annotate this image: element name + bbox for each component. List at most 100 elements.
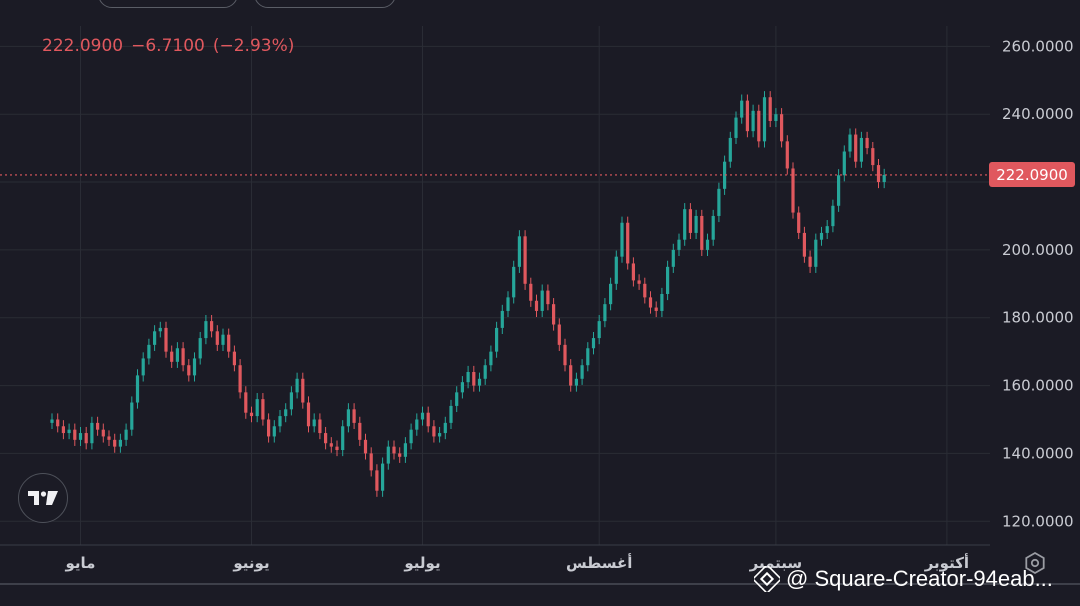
candle bbox=[785, 135, 789, 175]
candle bbox=[312, 413, 316, 433]
settings-hexagon-icon bbox=[1025, 551, 1045, 575]
watermark-text: @ Square-Creator-94eab... bbox=[786, 566, 1053, 591]
candle-body bbox=[597, 321, 601, 339]
candle-body bbox=[591, 338, 596, 349]
candle-body bbox=[466, 372, 470, 383]
candle-body bbox=[546, 290, 550, 305]
candle bbox=[762, 91, 767, 148]
month-tick-label: مايو bbox=[65, 554, 96, 572]
candle bbox=[648, 291, 653, 314]
candle-body bbox=[751, 110, 755, 132]
candle-body bbox=[267, 419, 271, 437]
candle bbox=[643, 277, 647, 304]
candle bbox=[84, 426, 88, 450]
candle-body bbox=[204, 321, 208, 339]
candle bbox=[728, 131, 732, 168]
candle bbox=[871, 142, 875, 172]
candle bbox=[591, 331, 596, 355]
candle bbox=[56, 413, 60, 433]
month-tick-label: يوليو bbox=[403, 554, 440, 572]
candle bbox=[683, 203, 687, 246]
candle-body bbox=[785, 141, 789, 169]
price-tick-label: 260.0000 bbox=[1002, 37, 1074, 55]
candle-body bbox=[768, 97, 772, 121]
candle-body bbox=[757, 110, 761, 142]
candle-body bbox=[295, 378, 299, 393]
candle-body bbox=[814, 239, 818, 267]
candle bbox=[113, 433, 117, 453]
chart-settings-button[interactable] bbox=[1022, 550, 1048, 576]
candle bbox=[688, 203, 692, 240]
candle-body bbox=[130, 402, 134, 430]
price-series bbox=[50, 91, 886, 497]
candle bbox=[363, 433, 368, 460]
indicator-tab[interactable] bbox=[254, 0, 396, 8]
candle bbox=[289, 386, 293, 416]
candle bbox=[865, 131, 869, 155]
candle-body bbox=[745, 100, 749, 132]
candle-body bbox=[876, 165, 881, 183]
candle bbox=[711, 209, 715, 246]
candle bbox=[238, 359, 242, 399]
candle-body bbox=[723, 161, 727, 189]
candle bbox=[346, 403, 350, 433]
candle bbox=[306, 396, 311, 433]
month-tick-label: أغسطس bbox=[566, 553, 632, 572]
candle bbox=[495, 321, 499, 358]
candle bbox=[398, 447, 402, 463]
candle-body bbox=[500, 310, 504, 328]
candle bbox=[409, 423, 413, 450]
candle bbox=[227, 328, 231, 358]
candle-body bbox=[791, 168, 795, 213]
candle-body bbox=[717, 188, 721, 216]
candle-body bbox=[61, 426, 65, 434]
candle bbox=[734, 111, 738, 145]
candle-body bbox=[124, 429, 128, 440]
candle-body bbox=[301, 378, 305, 403]
candle-body bbox=[654, 307, 658, 311]
candle-body bbox=[358, 422, 362, 440]
candle bbox=[569, 359, 573, 392]
candle-body bbox=[175, 348, 179, 362]
candle bbox=[147, 338, 151, 365]
candle bbox=[837, 169, 841, 212]
candle bbox=[517, 230, 521, 273]
candle-body bbox=[96, 422, 100, 430]
price-tick-label: 180.0000 bbox=[1002, 309, 1074, 327]
candle bbox=[660, 287, 664, 318]
candle-body bbox=[808, 256, 812, 267]
candle bbox=[797, 206, 801, 240]
tradingview-logo-button[interactable] bbox=[18, 473, 68, 523]
last-price-tag: 222.0900 bbox=[989, 162, 1075, 188]
price-axis[interactable]: 260.0000240.0000220.0000200.0000180.0000… bbox=[1002, 37, 1074, 530]
interval-tab[interactable] bbox=[98, 0, 238, 8]
candle-body bbox=[848, 134, 852, 152]
tradingview-logo-icon bbox=[28, 491, 58, 505]
time-axis[interactable]: مايو يونيو يوليو أغسطس سبتمبر أكتوبر bbox=[65, 553, 970, 572]
candle bbox=[466, 365, 470, 389]
candle-body bbox=[227, 334, 231, 352]
candle-body bbox=[694, 215, 698, 233]
candle-body bbox=[671, 249, 675, 267]
candle bbox=[432, 420, 436, 443]
candle bbox=[563, 338, 567, 372]
candle-body bbox=[50, 419, 54, 423]
candle bbox=[61, 420, 65, 440]
candle bbox=[249, 406, 254, 423]
candle bbox=[534, 294, 539, 318]
candle bbox=[381, 457, 385, 497]
candle bbox=[96, 416, 100, 436]
candle-body bbox=[403, 443, 407, 457]
candle bbox=[341, 420, 345, 457]
candle bbox=[740, 94, 744, 124]
candle bbox=[626, 216, 630, 270]
candle-body bbox=[620, 222, 624, 257]
candle bbox=[540, 284, 544, 318]
price-tick-label: 200.0000 bbox=[1002, 241, 1074, 259]
candle-body bbox=[586, 348, 590, 366]
candle-body bbox=[147, 344, 151, 359]
candle-body bbox=[158, 327, 162, 332]
candle-body bbox=[335, 446, 339, 451]
candle-body bbox=[825, 226, 829, 233]
